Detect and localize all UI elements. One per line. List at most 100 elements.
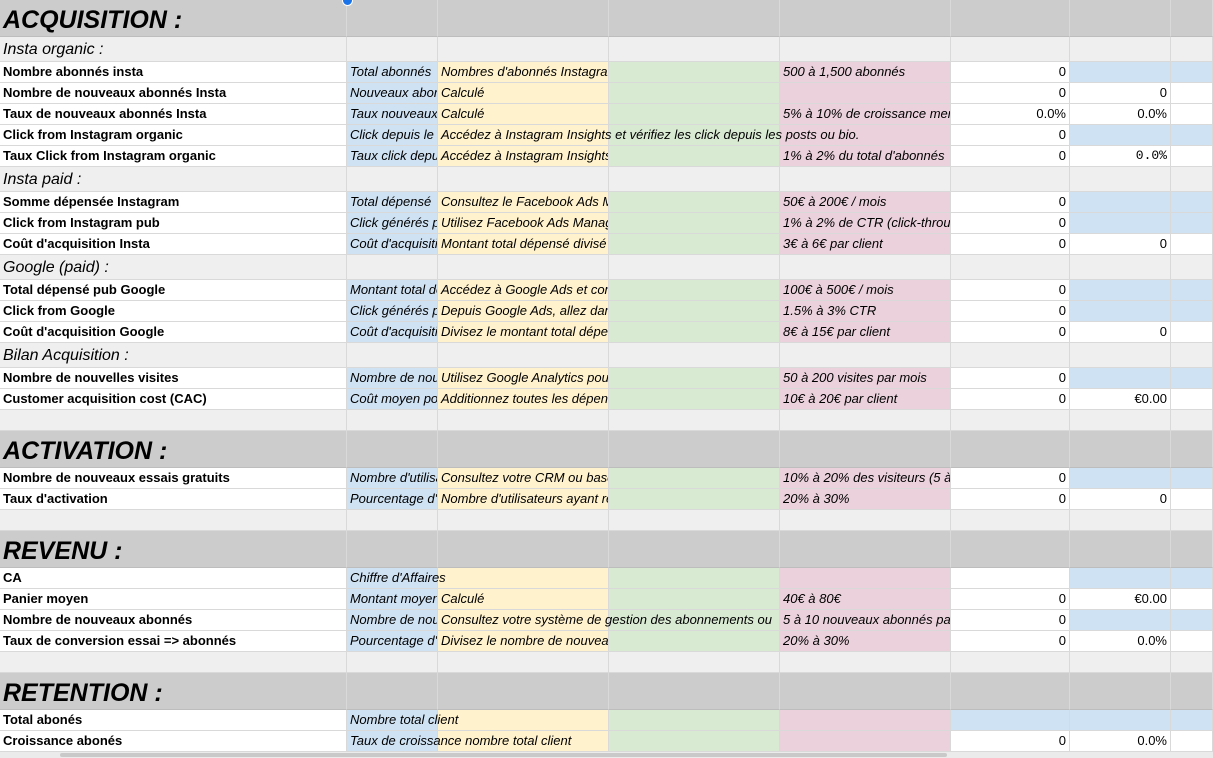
cell[interactable] xyxy=(1070,531,1171,568)
cell[interactable] xyxy=(347,37,438,62)
section-title[interactable]: ACQUISITION : xyxy=(0,0,347,37)
cell-source[interactable]: Montant total dépensé divisé par le nomb… xyxy=(438,234,609,255)
row-label[interactable]: Click from Google xyxy=(0,301,347,322)
cell-value[interactable]: 0 xyxy=(951,234,1070,255)
cell-benchmark[interactable]: 5 à 10 nouveaux abonnés par mois xyxy=(780,610,951,631)
cell[interactable] xyxy=(780,652,951,673)
cell[interactable] xyxy=(951,652,1070,673)
cell[interactable] xyxy=(951,167,1070,192)
cell-note[interactable] xyxy=(609,192,780,213)
cell[interactable] xyxy=(347,410,438,431)
cell[interactable] xyxy=(1171,610,1213,631)
cell[interactable] xyxy=(951,673,1070,710)
cell-benchmark[interactable]: 40€ à 80€ xyxy=(780,589,951,610)
cell-source[interactable]: Consultez le Facebook Ads Manager et vér… xyxy=(438,192,609,213)
cell-description[interactable]: Taux nouveaux abonnés xyxy=(347,104,438,125)
cell-note[interactable] xyxy=(609,234,780,255)
cell[interactable] xyxy=(780,510,951,531)
cell-benchmark[interactable]: 1.5% à 3% CTR xyxy=(780,301,951,322)
cell-benchmark[interactable]: 10% à 20% des visiteurs (5 à 40) xyxy=(780,468,951,489)
cell-value[interactable]: 0.0% xyxy=(1070,631,1171,652)
cell[interactable] xyxy=(1171,410,1213,431)
cell-benchmark[interactable]: 1% à 2% du total d'abonnés xyxy=(780,146,951,167)
cell-value[interactable]: 0 xyxy=(951,192,1070,213)
cell-description[interactable]: Taux de croissance nombre total client xyxy=(347,731,571,752)
cell[interactable] xyxy=(609,410,780,431)
cell[interactable] xyxy=(951,410,1070,431)
cell-value[interactable]: 0 xyxy=(951,213,1070,234)
cell[interactable] xyxy=(1171,0,1213,37)
row-label[interactable]: Nombre de nouveaux abonnés xyxy=(0,610,347,631)
cell[interactable] xyxy=(1171,213,1213,234)
cell-value[interactable]: 0.0% xyxy=(951,104,1070,125)
cell-source[interactable] xyxy=(438,731,609,752)
cell[interactable] xyxy=(609,510,780,531)
cell[interactable] xyxy=(780,673,951,710)
cell-benchmark[interactable]: 10€ à 20€ par client xyxy=(780,389,951,410)
cell-source[interactable]: Additionnez toutes les dépenses d'acquis… xyxy=(438,389,609,410)
cell-value[interactable]: 0 xyxy=(1070,83,1171,104)
cell[interactable] xyxy=(438,167,609,192)
cell[interactable] xyxy=(1070,37,1171,62)
cell[interactable] xyxy=(1070,673,1171,710)
cell-note[interactable] xyxy=(609,568,780,589)
cell[interactable] xyxy=(951,255,1070,280)
cell[interactable] xyxy=(1171,468,1213,489)
cell[interactable] xyxy=(347,531,438,568)
cell[interactable] xyxy=(438,410,609,431)
cell-value[interactable]: 0 xyxy=(951,589,1070,610)
cell[interactable] xyxy=(1171,631,1213,652)
cell[interactable] xyxy=(1171,167,1213,192)
cell[interactable] xyxy=(1171,234,1213,255)
cell-source[interactable]: Calculé xyxy=(438,104,609,125)
cell[interactable] xyxy=(1171,83,1213,104)
cell[interactable] xyxy=(780,0,951,37)
row-label[interactable]: Customer acquisition cost (CAC) xyxy=(0,389,347,410)
cell-value[interactable]: 0 xyxy=(951,389,1070,410)
cell[interactable] xyxy=(1070,510,1171,531)
cell-source[interactable]: Utilisez Google Analytics pour voir le n… xyxy=(438,368,609,389)
cell-source[interactable]: Nombre d'utilisateurs ayant réalisé l'es… xyxy=(438,489,609,510)
subsection-title[interactable]: Insta organic : xyxy=(0,37,347,62)
cell-value[interactable] xyxy=(1070,568,1171,589)
cell-note[interactable] xyxy=(609,125,780,146)
cell-value[interactable]: 0 xyxy=(951,301,1070,322)
cell-value[interactable]: 0.0% xyxy=(1070,104,1171,125)
cell-description[interactable]: Pourcentage d'essais xyxy=(347,631,438,652)
cell-value[interactable]: 0 xyxy=(951,368,1070,389)
cell[interactable] xyxy=(347,652,438,673)
cell-description[interactable]: Coût d'acquisition xyxy=(347,322,438,343)
cell-source[interactable] xyxy=(438,710,609,731)
cell-description[interactable]: Coût moyen pour xyxy=(347,389,438,410)
cell[interactable] xyxy=(438,431,609,468)
cell-source[interactable]: Consultez votre CRM ou base de données p… xyxy=(438,468,609,489)
cell[interactable] xyxy=(609,37,780,62)
cell-value[interactable]: 0 xyxy=(951,280,1070,301)
cell[interactable] xyxy=(609,531,780,568)
cell-source[interactable]: Nombres d'abonnés Instagram xyxy=(438,62,609,83)
cell-benchmark[interactable]: 3€ à 6€ par client xyxy=(780,234,951,255)
cell[interactable] xyxy=(780,410,951,431)
cell-benchmark[interactable]: 1% à 2% de CTR (click-through rate) xyxy=(780,213,951,234)
cell-source[interactable] xyxy=(438,568,609,589)
cell[interactable] xyxy=(609,255,780,280)
cell[interactable] xyxy=(780,431,951,468)
cell[interactable] xyxy=(347,255,438,280)
cell-description[interactable]: Taux click depuis xyxy=(347,146,438,167)
cell[interactable] xyxy=(438,673,609,710)
cell-benchmark[interactable] xyxy=(780,568,951,589)
cell-note[interactable] xyxy=(609,610,780,631)
cell-description[interactable]: Montant moyen xyxy=(347,589,438,610)
cell-value[interactable]: 0 xyxy=(951,322,1070,343)
cell-value[interactable]: 0 xyxy=(951,468,1070,489)
cell-source[interactable]: Depuis Google Ads, allez dans les rappor… xyxy=(438,301,609,322)
cell[interactable] xyxy=(347,510,438,531)
cell[interactable] xyxy=(0,652,347,673)
cell-description[interactable]: Nombre de nouvelles xyxy=(347,368,438,389)
subsection-title[interactable]: Bilan Acquisition : xyxy=(0,343,347,368)
cell-benchmark[interactable]: 5% à 10% de croissance mensuelle xyxy=(780,104,951,125)
horizontal-scrollbar[interactable] xyxy=(0,752,1213,758)
cell-note[interactable] xyxy=(609,468,780,489)
cell[interactable] xyxy=(1171,531,1213,568)
row-label[interactable]: Panier moyen xyxy=(0,589,347,610)
